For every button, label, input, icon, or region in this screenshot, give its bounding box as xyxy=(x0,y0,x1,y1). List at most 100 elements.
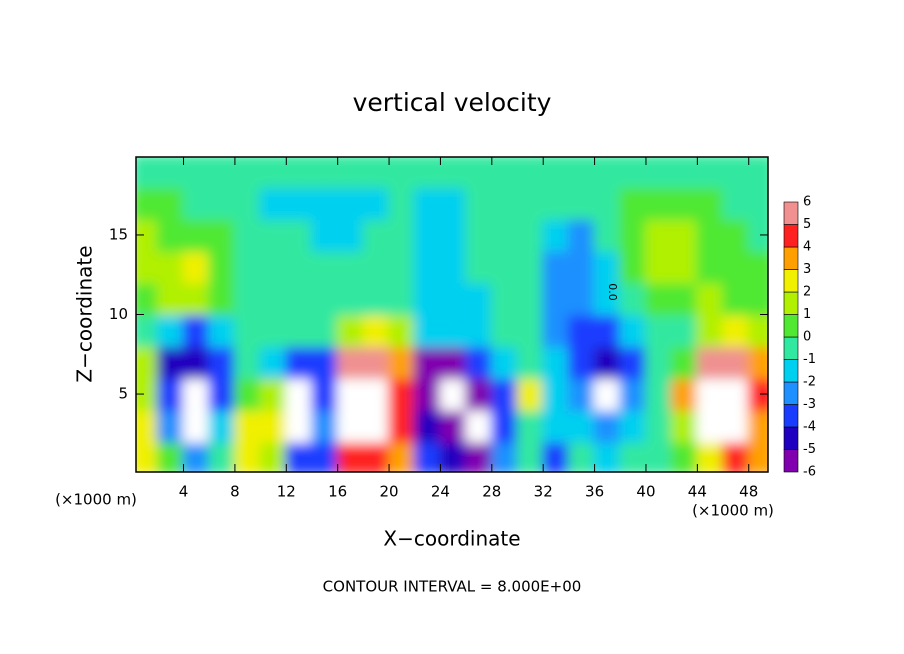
cell xyxy=(182,377,211,411)
cell xyxy=(310,408,339,443)
colorbar-label: 5 xyxy=(803,217,811,232)
footer: CONTOUR INTERVAL = 8.000E+00 xyxy=(323,578,582,596)
cell xyxy=(336,313,365,348)
cell xyxy=(259,186,288,221)
colorbar-box xyxy=(783,291,799,315)
cell xyxy=(259,218,288,252)
cell xyxy=(336,345,365,380)
cell xyxy=(593,249,622,284)
cell xyxy=(156,408,185,443)
cell xyxy=(465,281,493,316)
cell xyxy=(593,440,622,472)
cell xyxy=(542,281,570,316)
cell xyxy=(439,408,468,443)
cell xyxy=(310,186,339,221)
cell xyxy=(696,157,725,189)
cell xyxy=(490,408,519,443)
cell xyxy=(285,377,313,411)
contour-label: 0.0 xyxy=(606,283,619,301)
cell xyxy=(696,345,725,380)
cell xyxy=(644,249,673,284)
cell xyxy=(310,345,339,380)
cell xyxy=(208,440,236,472)
cell xyxy=(696,281,725,316)
cell xyxy=(362,440,391,472)
cell xyxy=(413,345,442,380)
cell xyxy=(722,408,750,443)
cell xyxy=(722,377,750,411)
cell xyxy=(136,281,159,316)
x-tick-label: 44 xyxy=(688,483,707,501)
cell xyxy=(336,218,365,252)
cell xyxy=(465,186,493,221)
cell xyxy=(362,281,391,316)
cell xyxy=(644,313,673,348)
cell xyxy=(259,281,288,316)
cell xyxy=(259,313,288,348)
cell xyxy=(388,440,416,472)
x-axis-label: X−coordinate xyxy=(383,527,520,551)
cell xyxy=(182,408,211,443)
cell xyxy=(542,440,570,472)
cell xyxy=(136,377,159,411)
cell xyxy=(722,313,750,348)
y-tick-label: 10 xyxy=(109,305,128,323)
cell xyxy=(439,186,468,221)
cell xyxy=(233,313,262,348)
cell xyxy=(182,281,211,316)
cell xyxy=(747,313,768,348)
cell xyxy=(310,157,339,189)
cell xyxy=(747,377,768,411)
cell xyxy=(259,345,288,380)
colorbar-label: -2 xyxy=(803,375,816,390)
cell xyxy=(542,157,570,189)
cell xyxy=(567,440,596,472)
cell xyxy=(182,440,211,472)
cell xyxy=(156,440,185,472)
cell xyxy=(516,408,545,443)
field xyxy=(136,157,768,472)
colorbar-box xyxy=(783,381,799,405)
cell xyxy=(259,249,288,284)
cell xyxy=(388,313,416,348)
cell xyxy=(233,377,262,411)
colorbar-box xyxy=(783,449,799,473)
cell xyxy=(259,157,288,189)
colorbar-label: 6 xyxy=(803,195,811,210)
cell xyxy=(465,408,493,443)
cell xyxy=(182,345,211,380)
cell xyxy=(670,157,699,189)
cell xyxy=(593,313,622,348)
cell xyxy=(542,186,570,221)
cell xyxy=(490,281,519,316)
cell xyxy=(619,345,647,380)
cell xyxy=(136,440,159,472)
colorbar-label: 3 xyxy=(803,262,811,277)
cell xyxy=(619,281,647,316)
colorbar-label: -1 xyxy=(803,352,816,367)
cell xyxy=(593,186,622,221)
cell xyxy=(413,377,442,411)
cell xyxy=(136,313,159,348)
cell xyxy=(567,408,596,443)
cell xyxy=(722,249,750,284)
cell xyxy=(747,408,768,443)
cell xyxy=(670,249,699,284)
cell xyxy=(156,313,185,348)
cell xyxy=(465,377,493,411)
cell xyxy=(233,157,262,189)
cell xyxy=(182,186,211,221)
cell xyxy=(388,408,416,443)
cell xyxy=(362,157,391,189)
cell xyxy=(156,157,185,189)
x-unit: (×1000 m) xyxy=(55,491,137,509)
colorbar-box xyxy=(783,224,799,248)
cell xyxy=(285,281,313,316)
cell xyxy=(696,186,725,221)
cell xyxy=(388,377,416,411)
cell xyxy=(593,345,622,380)
colorbar-label: -4 xyxy=(803,420,816,435)
cell xyxy=(362,377,391,411)
cell xyxy=(413,186,442,221)
colorbar-box xyxy=(783,404,799,428)
